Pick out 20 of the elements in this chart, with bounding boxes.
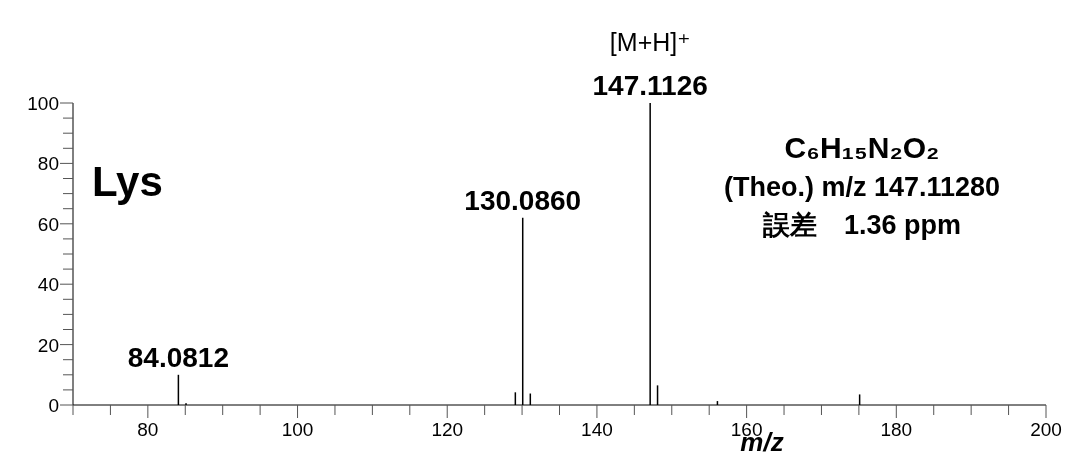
y-tick-label: 0: [48, 395, 59, 416]
annotation: 84.0812: [127, 341, 229, 373]
y-tick-label: 20: [37, 334, 59, 356]
y-tick-label: 100: [27, 93, 59, 114]
x-tick-label: 100: [281, 419, 314, 440]
annotation: 誤差 1.36 ppm: [761, 210, 962, 240]
annotation: [M+H]⁺: [609, 28, 691, 56]
text: Lys: [92, 158, 163, 205]
x-tick-label: 180: [880, 419, 913, 440]
y-tick-label: 60: [37, 213, 59, 235]
x-tick-label: 80: [137, 419, 159, 440]
x-tick-label: 200: [1030, 419, 1062, 440]
annotation: 130.0860: [464, 184, 582, 216]
annotation: 147.1126: [592, 70, 708, 101]
x-tick-label: 140: [581, 419, 613, 440]
y-tick-label: 40: [37, 274, 59, 296]
y-tick-label: 80: [37, 153, 59, 175]
x-tick-label: 120: [431, 419, 464, 440]
annotation: (Theo.) m/z 147.11280: [723, 172, 1001, 202]
annotation: C₆H₁₅N₂O₂: [784, 131, 940, 164]
